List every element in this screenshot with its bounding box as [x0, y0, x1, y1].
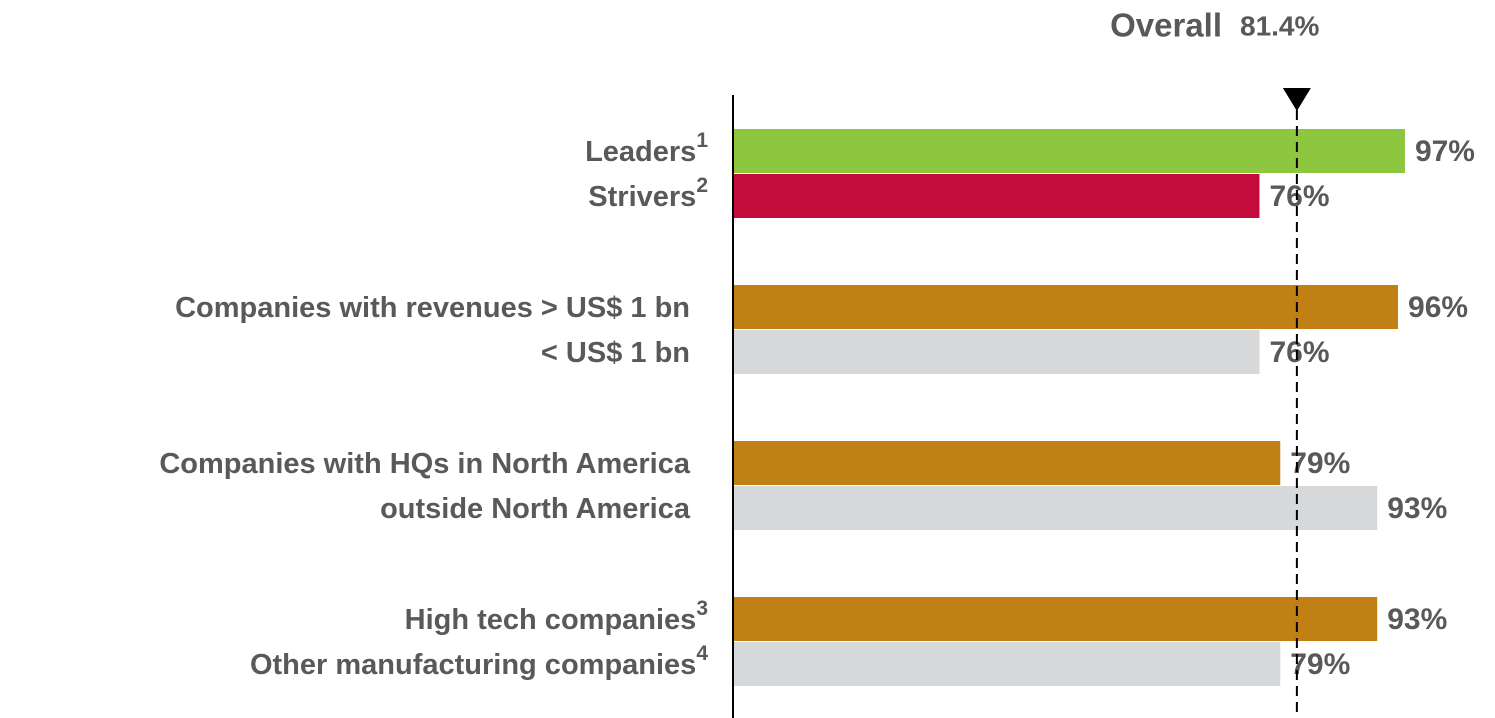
value-label: 97% [1415, 135, 1475, 168]
category-label: outside North America [380, 493, 691, 525]
category-name: Other manufacturing companies [250, 649, 696, 681]
category-name: Strivers [588, 181, 696, 213]
bar [733, 441, 1281, 485]
category-label: Companies with HQs in North America [159, 448, 691, 480]
footnote-mark: 4 [696, 642, 708, 665]
footnote-mark: 2 [696, 174, 708, 197]
category-label: < US$ 1 bn [541, 337, 690, 369]
footnote-mark: 3 [696, 597, 708, 620]
category-name: Companies with revenues > US$ 1 bn [175, 292, 690, 324]
value-label: 76% [1269, 336, 1329, 369]
bar [733, 486, 1378, 530]
reference-label: Overall [1110, 7, 1222, 44]
category-name: < US$ 1 bn [541, 337, 690, 369]
bar [733, 174, 1260, 218]
category-name: Leaders [585, 136, 696, 168]
category-label: High tech companies3 [405, 597, 708, 636]
bar [733, 330, 1260, 374]
category-name: outside North America [380, 493, 691, 525]
category-label: Leaders1 [585, 129, 708, 168]
category-label: Strivers2 [588, 174, 708, 213]
category-label: Companies with revenues > US$ 1 bn [175, 292, 690, 324]
value-label: 76% [1269, 180, 1329, 213]
value-label: 79% [1290, 447, 1350, 480]
value-label: 79% [1290, 648, 1350, 681]
reference-value: 81.4% [1240, 10, 1319, 41]
value-label: 96% [1408, 291, 1468, 324]
category-name: High tech companies [405, 604, 697, 636]
bar [733, 642, 1281, 686]
value-label: 93% [1387, 603, 1447, 636]
bar [733, 597, 1378, 641]
reference-marker [1282, 88, 1311, 111]
value-label: 93% [1387, 492, 1447, 525]
bar [733, 285, 1399, 329]
category-name: Companies with HQs in North America [159, 448, 691, 480]
footnote-mark: 1 [696, 129, 708, 152]
category-label: Other manufacturing companies4 [250, 642, 708, 681]
bar [733, 129, 1405, 173]
